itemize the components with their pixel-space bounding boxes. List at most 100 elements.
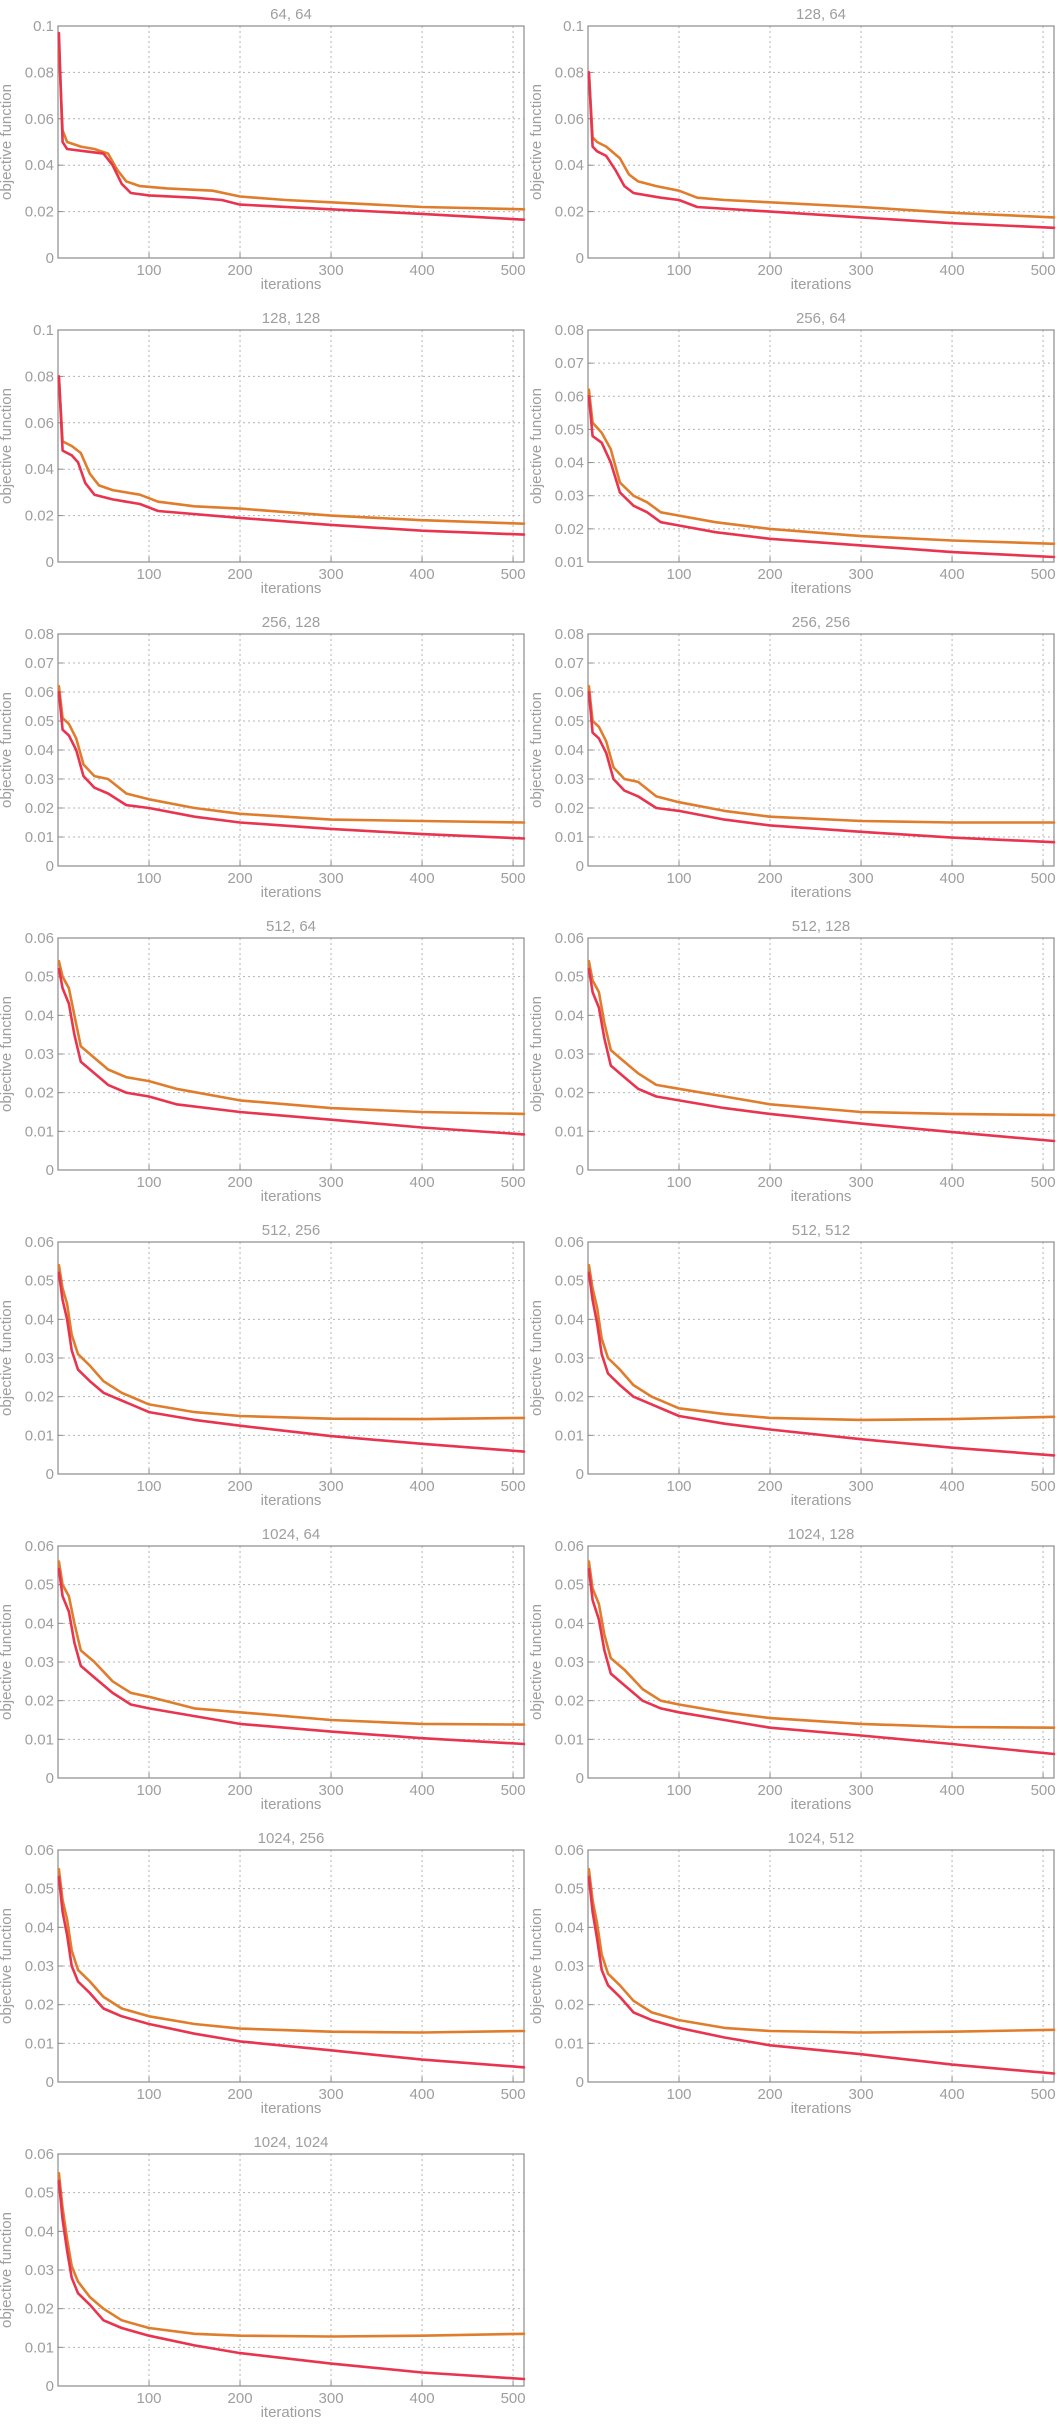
y-tick-label: 0.1 [33,322,54,339]
x-tick-label: 300 [319,1174,344,1191]
x-tick-label: 500 [1031,2086,1056,2103]
y-tick-label: 0.04 [555,1007,584,1024]
x-tick-label: 100 [137,2390,162,2407]
y-tick-label: 0.07 [555,355,584,372]
y-tick-label: 0 [576,250,584,267]
x-axis-label: iterations [261,1492,322,1509]
y-tick-label: 0.03 [25,1958,54,1975]
x-tick-label: 500 [501,2390,526,2407]
y-axis-label: objective function [528,692,545,808]
x-tick-label: 100 [667,870,692,887]
panel-title: 128, 64 [796,6,846,23]
plot-frame [587,25,1055,259]
panel-title: 1024, 64 [262,1526,320,1543]
x-tick-label: 500 [501,2086,526,2103]
x-tick-label: 200 [228,2086,253,2103]
x-axis-label: iterations [791,276,852,293]
x-tick-label: 100 [137,262,162,279]
x-tick-label: 300 [849,1782,874,1799]
panel-title: 1024, 128 [788,1526,855,1543]
series-line [57,690,526,840]
y-axis-label: objective function [0,1300,15,1416]
x-tick-label: 100 [137,1478,162,1495]
y-tick-label: 0.02 [25,1389,54,1406]
x-tick-label: 200 [758,1782,783,1799]
y-tick-label: 0.05 [555,1577,584,1594]
y-tick-label: 0.01 [25,1123,54,1140]
panel-title: 512, 64 [266,918,316,935]
panel-title: 256, 64 [796,310,846,327]
x-tick-label: 200 [228,870,253,887]
chart-panel: 64, 64 0 0.02 0.04 0.06 0.08 0.1 100 200 300 400 50… [0,6,526,293]
x-tick-label: 100 [667,1478,692,1495]
y-tick-label: 0.08 [25,626,54,643]
y-axis-label: objective function [0,1908,15,2024]
y-tick-label: 0.04 [25,2223,54,2240]
x-tick-label: 200 [758,870,783,887]
x-tick-label: 500 [501,566,526,583]
x-tick-label: 100 [667,262,692,279]
x-tick-label: 400 [940,566,965,583]
x-tick-label: 100 [137,1174,162,1191]
y-tick-label: 0 [576,1162,584,1179]
x-tick-label: 200 [228,1478,253,1495]
y-tick-label: 0.01 [555,2035,584,2052]
chart-panel: 512, 512 0 0.01 0.02 0.03 0.04 0.05 0.06 100 200 3… [528,1222,1056,1509]
x-tick-label: 100 [137,1782,162,1799]
plot-frame [587,329,1055,563]
y-tick-label: 0.04 [555,1311,584,1328]
y-axis-label: objective function [528,1908,545,2024]
x-tick-label: 400 [940,2086,965,2103]
y-tick-label: 0.04 [555,455,584,472]
y-tick-label: 0.02 [555,1085,584,1102]
y-tick-label: 0.05 [555,713,584,730]
x-tick-label: 300 [319,566,344,583]
chart-panel: 1024, 128 0 0.01 0.02 0.03 0.04 0.05 0.06 100 200… [528,1526,1056,1813]
y-tick-label: 0.1 [563,18,584,35]
y-axis-label: objective function [528,1300,545,1416]
y-tick-label: 0.01 [25,1427,54,1444]
y-tick-label: 0.02 [25,1693,54,1710]
series-line [587,388,1056,546]
x-axis-label: iterations [791,580,852,597]
y-tick-label: 0.04 [25,1007,54,1024]
y-tick-label: 0.01 [25,2339,54,2356]
panel-title: 64, 64 [270,6,312,23]
y-tick-label: 0.01 [555,1731,584,1748]
x-axis-label: iterations [791,2100,852,2117]
chart-panel: 256, 64 0.01 0.02 0.03 0.04 0.05 0.06 0.07 0.08 1… [528,310,1056,597]
y-tick-label: 0.06 [25,1538,54,1555]
chart-panel: 1024, 1024 0 0.01 0.02 0.03 0.04 0.05 0.06 100 20… [0,2134,526,2421]
x-axis-label: iterations [261,2404,322,2421]
x-tick-label: 300 [319,2390,344,2407]
y-tick-label: 0.01 [555,1427,584,1444]
y-tick-label: 0.03 [555,488,584,505]
y-tick-label: 0.02 [555,1693,584,1710]
x-axis-label: iterations [261,276,322,293]
y-tick-label: 0.04 [555,742,584,759]
y-tick-label: 0.04 [25,1615,54,1632]
y-axis-label: objective function [0,84,15,200]
y-tick-label: 0.02 [25,204,54,221]
y-axis-label: objective function [0,692,15,808]
x-tick-label: 500 [501,1174,526,1191]
y-tick-label: 0.04 [25,742,54,759]
x-tick-label: 100 [137,2086,162,2103]
x-tick-label: 400 [410,262,435,279]
x-tick-label: 500 [1031,1478,1056,1495]
y-tick-label: 0.05 [555,969,584,986]
x-tick-label: 500 [1031,262,1056,279]
panel-title: 128, 128 [262,310,320,327]
y-tick-label: 0.02 [555,800,584,817]
x-tick-label: 500 [501,262,526,279]
series-line [57,2179,526,2381]
y-axis-label: objective function [528,1604,545,1720]
x-tick-label: 300 [849,262,874,279]
y-tick-label: 0 [46,1770,54,1787]
y-tick-label: 0 [46,250,54,267]
chart-panel: 1024, 256 0 0.01 0.02 0.03 0.04 0.05 0.06 100 200… [0,1830,526,2117]
y-tick-label: 0.08 [25,368,54,385]
y-tick-label: 0.03 [555,771,584,788]
y-tick-label: 0.06 [555,388,584,405]
x-tick-label: 300 [319,1782,344,1799]
